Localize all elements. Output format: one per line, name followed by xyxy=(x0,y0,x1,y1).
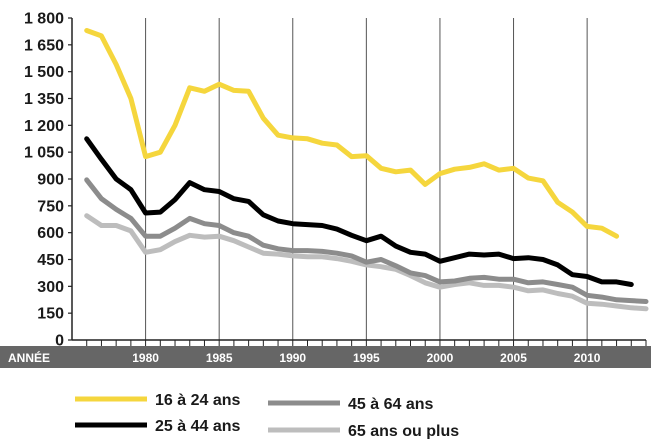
y-tick-label: 1 200 xyxy=(24,118,64,135)
y-tick-label: 1 350 xyxy=(24,91,64,108)
legend-label-1: 25 à 44 ans xyxy=(155,418,241,435)
x-tick-label: 2010 xyxy=(574,351,601,365)
legend-label-3: 65 ans ou plus xyxy=(348,423,459,439)
y-tick-label: 1 500 xyxy=(24,64,64,81)
y-axis: 0 150 300 450 600 750 900 1 050 1 200 1 350 1 500 1… xyxy=(24,11,647,350)
y-tick-label: 450 xyxy=(37,252,64,269)
x-tick-label: 2000 xyxy=(427,351,454,365)
series-line-2 xyxy=(84,177,649,304)
y-tick-label: 600 xyxy=(37,225,64,242)
legend-label-2: 45 à 64 ans xyxy=(348,396,434,413)
y-tick-label: 1 800 xyxy=(24,11,64,28)
x-axis-band xyxy=(0,346,651,368)
vertical-gridlines xyxy=(145,18,588,340)
y-tick-label: 0 xyxy=(55,333,64,350)
x-tick-label: 1990 xyxy=(279,351,306,365)
legend: 16 à 24 ans 25 à 44 ans 45 à 64 ans 65 ans … xyxy=(75,392,459,439)
series-lines xyxy=(84,28,649,312)
x-tick-label: 1980 xyxy=(132,351,159,365)
x-tick-label: 1985 xyxy=(206,351,233,365)
x-tick-label: 2005 xyxy=(500,351,527,365)
series-line-1 xyxy=(84,136,634,287)
series-line-3 xyxy=(84,213,649,312)
x-tick-label: 1995 xyxy=(353,351,380,365)
y-tick-label: 1 050 xyxy=(24,145,64,162)
y-tick-label: 900 xyxy=(37,172,64,189)
y-tick-label: 1 650 xyxy=(24,37,64,54)
x-axis-label: ANNÉE xyxy=(8,350,50,365)
y-tick-label: 150 xyxy=(37,306,64,323)
y-tick-label: 750 xyxy=(37,198,64,215)
y-tick-label: 300 xyxy=(37,279,64,296)
x-axis: ANNÉE 1980 1985 1990 1995 2000 2005 2010 xyxy=(0,346,651,368)
legend-label-0: 16 à 24 ans xyxy=(155,392,241,409)
series-line-0 xyxy=(84,28,620,239)
